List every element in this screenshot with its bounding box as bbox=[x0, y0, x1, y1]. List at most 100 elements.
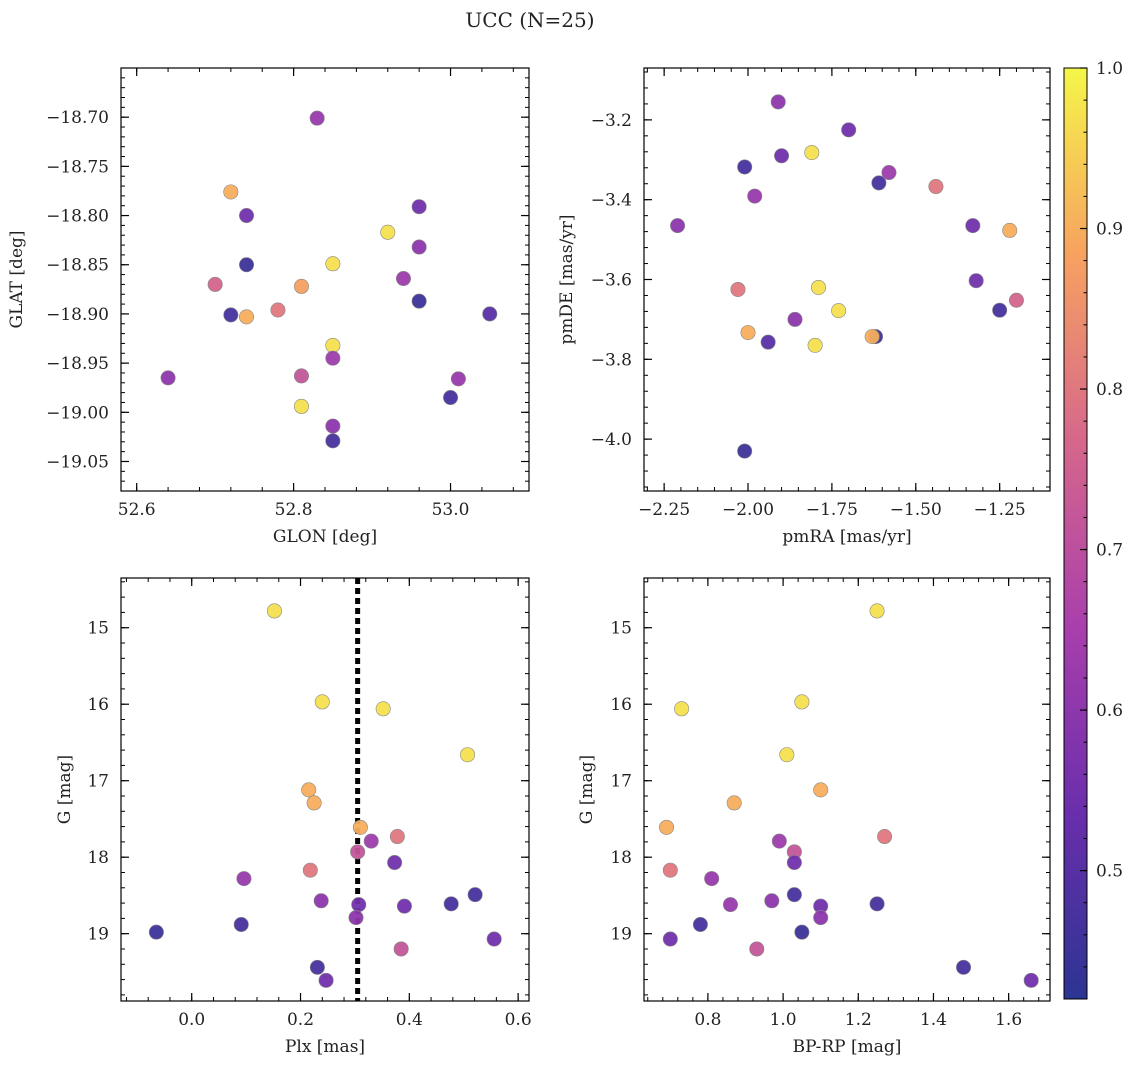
x-tick-label: 0.6 bbox=[505, 1010, 532, 1030]
y-axis-label: G [mag] bbox=[55, 755, 75, 824]
scatter-point bbox=[659, 819, 675, 835]
colorbar-tick-label: 0.7 bbox=[1096, 541, 1123, 561]
y-axis-label: G [mag] bbox=[577, 755, 597, 824]
scatter-point bbox=[692, 917, 708, 933]
scatter-point bbox=[396, 898, 412, 914]
y-tick-label: −3.2 bbox=[591, 111, 632, 131]
scatter-point bbox=[737, 159, 753, 175]
scatter-point bbox=[325, 256, 341, 272]
scatter-point bbox=[318, 972, 334, 988]
x-axis-label: Plx [mas] bbox=[285, 1037, 365, 1057]
scatter-point bbox=[881, 165, 897, 181]
scatter-point bbox=[813, 782, 829, 798]
scatter-point bbox=[670, 218, 686, 234]
y-tick-label: 18 bbox=[610, 848, 632, 868]
scatter-point bbox=[965, 218, 981, 234]
scatter-point bbox=[992, 302, 1008, 318]
scatter-point bbox=[266, 603, 282, 619]
y-tick-label: −4.0 bbox=[591, 430, 632, 450]
x-tick-label: 0.0 bbox=[178, 1010, 205, 1030]
scatter-point bbox=[749, 941, 765, 957]
scatter-point bbox=[387, 855, 403, 871]
scatter-point bbox=[348, 910, 364, 926]
y-tick-label: −18.85 bbox=[46, 256, 109, 276]
y-tick-label: 17 bbox=[87, 772, 109, 792]
scatter-point bbox=[293, 368, 309, 384]
x-tick-label: −1.75 bbox=[806, 500, 858, 520]
y-tick-label: −18.90 bbox=[46, 305, 109, 325]
scatter-point bbox=[722, 897, 738, 913]
scatter-point bbox=[443, 390, 459, 406]
y-tick-label: −19.00 bbox=[46, 403, 109, 423]
figure-title: UCC (N=25) bbox=[465, 8, 594, 32]
scatter-point bbox=[239, 309, 255, 325]
scatter-point bbox=[393, 941, 409, 957]
y-tick-label: −3.6 bbox=[591, 271, 632, 291]
scatter-point bbox=[841, 122, 857, 138]
x-tick-label: 1.4 bbox=[920, 1010, 947, 1030]
scatter-point bbox=[325, 418, 341, 434]
scatter-point bbox=[207, 276, 223, 292]
x-tick-label: 1.0 bbox=[770, 1010, 797, 1030]
scatter-point bbox=[482, 306, 498, 322]
x-tick-label: −2.00 bbox=[722, 500, 774, 520]
scatter-point bbox=[871, 175, 887, 191]
panel-pmra_pmde: −2.25 −2.00 −1.75 −1.50 −1.25 −3.2 −3.4 −3.6 −3.… bbox=[557, 67, 1051, 547]
scatter-point bbox=[810, 279, 826, 295]
scatter-point bbox=[306, 795, 322, 811]
scatter-point bbox=[877, 829, 893, 845]
axes-frame bbox=[120, 67, 530, 492]
scatter-point bbox=[1008, 292, 1024, 308]
x-tick-label: 52.6 bbox=[118, 500, 156, 520]
scatter-point bbox=[460, 747, 476, 763]
panel-glon_glat: 52.6 52.8 53.0 −18.70 −18.75 −18.80 −18.85 −18.… bbox=[7, 67, 530, 547]
scatter-point bbox=[223, 307, 239, 323]
scatter-point bbox=[786, 855, 802, 871]
x-axis-label: pmRA [mas/yr] bbox=[782, 527, 911, 547]
scatter-point bbox=[486, 931, 502, 947]
y-tick-label: −18.75 bbox=[46, 157, 109, 177]
x-tick-label: 53.0 bbox=[432, 500, 470, 520]
scatter-point bbox=[293, 398, 309, 414]
x-axis-label: BP-RP [mag] bbox=[793, 1037, 902, 1057]
scatter-point bbox=[968, 273, 984, 289]
scatter-point bbox=[375, 701, 391, 717]
scatter-point bbox=[389, 829, 405, 845]
y-tick-label: 15 bbox=[87, 619, 109, 639]
scatter-point bbox=[869, 896, 885, 912]
scatter-point bbox=[813, 910, 829, 926]
scatter-point bbox=[869, 603, 885, 619]
scatter-point bbox=[233, 917, 249, 933]
scatter-point bbox=[747, 188, 763, 204]
y-tick-label: 19 bbox=[87, 925, 109, 945]
scatter-point bbox=[270, 302, 286, 318]
scatter-point bbox=[148, 924, 164, 940]
scatter-point bbox=[380, 224, 396, 240]
scatter-point bbox=[928, 179, 944, 195]
x-tick-label: −1.25 bbox=[974, 500, 1026, 520]
scatter-point bbox=[764, 893, 780, 909]
y-tick-label: −18.95 bbox=[46, 354, 109, 374]
scatter-point bbox=[1002, 222, 1018, 238]
y-axis-label: GLAT [deg] bbox=[7, 230, 27, 328]
x-tick-label: 1.6 bbox=[995, 1010, 1022, 1030]
x-tick-label: 0.8 bbox=[694, 1010, 721, 1030]
scatter-point bbox=[411, 199, 427, 215]
scatter-point bbox=[774, 148, 790, 164]
scatter-point bbox=[804, 145, 820, 161]
scatter-point bbox=[351, 897, 367, 913]
y-tick-label: 16 bbox=[610, 695, 632, 715]
scatter-point bbox=[239, 257, 255, 273]
scatter-point bbox=[1023, 972, 1039, 988]
scatter-point bbox=[794, 924, 810, 940]
scatter-point bbox=[787, 311, 803, 327]
colorbar: 0.5 0.6 0.7 0.8 0.9 1.0 bbox=[1063, 59, 1123, 1000]
y-tick-label: −19.05 bbox=[46, 452, 109, 472]
scatter-point bbox=[737, 443, 753, 459]
scatter-point bbox=[395, 271, 411, 287]
axes-frame bbox=[120, 577, 530, 1002]
scatter-point bbox=[794, 694, 810, 710]
y-axis-label: pmDE [mas/yr] bbox=[557, 214, 577, 344]
scatter-point bbox=[325, 337, 341, 353]
